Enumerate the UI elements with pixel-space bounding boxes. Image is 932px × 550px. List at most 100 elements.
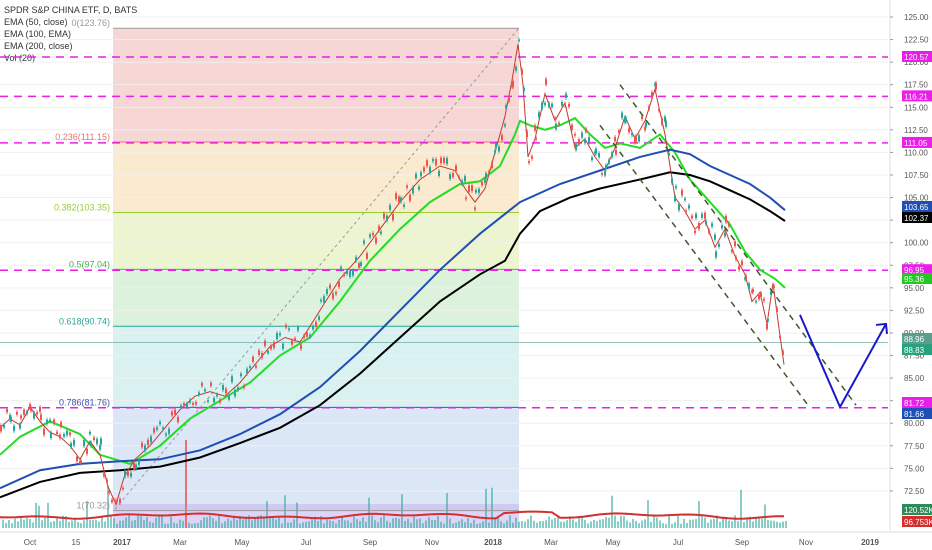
price-tag bbox=[902, 504, 932, 515]
volume-bar bbox=[593, 519, 595, 528]
volume-bar bbox=[659, 520, 661, 528]
volume-bar bbox=[233, 515, 235, 528]
candle-body bbox=[701, 213, 703, 218]
candle-body bbox=[494, 150, 496, 153]
candle-body bbox=[240, 373, 242, 377]
candle-body bbox=[300, 344, 302, 350]
candle-body bbox=[46, 419, 48, 425]
candle-body bbox=[721, 225, 723, 229]
volume-bar bbox=[719, 521, 721, 528]
candle-body bbox=[222, 385, 224, 391]
candle-body bbox=[69, 432, 71, 436]
candle-body bbox=[734, 241, 736, 247]
candle-body bbox=[658, 108, 660, 111]
candle-body bbox=[403, 204, 405, 207]
candle-body bbox=[326, 289, 328, 295]
volume-bar bbox=[434, 520, 436, 528]
candle-body bbox=[189, 399, 191, 403]
volume-bar bbox=[752, 521, 754, 528]
candle-body bbox=[645, 122, 647, 127]
volume-bar bbox=[215, 520, 217, 528]
candle-body bbox=[484, 179, 486, 183]
volume-bar bbox=[257, 515, 259, 528]
volume-bar bbox=[452, 523, 454, 528]
candle-body bbox=[558, 122, 560, 125]
volume-bar bbox=[299, 523, 301, 528]
candle-body bbox=[523, 88, 525, 91]
price-tag bbox=[902, 90, 932, 102]
candle-body bbox=[595, 148, 597, 154]
chart-legend: SPDR S&P CHINA ETF, D, BATS EMA (50, clo… bbox=[4, 4, 137, 64]
candle-body bbox=[3, 424, 5, 428]
volume-bar bbox=[485, 488, 487, 528]
candle-body bbox=[323, 296, 325, 303]
candle-body bbox=[655, 82, 657, 90]
series-line bbox=[0, 44, 785, 506]
volume-bar bbox=[599, 519, 601, 528]
volume-bar bbox=[50, 521, 52, 528]
candle-body bbox=[782, 350, 784, 355]
candle-body bbox=[315, 321, 317, 327]
candle-body bbox=[426, 160, 428, 167]
volume-bar bbox=[314, 516, 316, 528]
price-tag-label: 95.36 bbox=[904, 275, 925, 284]
candle-body bbox=[412, 187, 414, 194]
volume-bar bbox=[353, 516, 355, 528]
candle-body bbox=[508, 96, 510, 102]
x-tick-label: Oct bbox=[24, 538, 37, 547]
volume-bar bbox=[380, 517, 382, 528]
x-tick-label: Mar bbox=[544, 538, 558, 547]
fib-band bbox=[113, 212, 519, 270]
candle-body bbox=[338, 281, 340, 288]
x-tick-label: Sep bbox=[735, 538, 750, 547]
candle-body bbox=[423, 167, 425, 172]
volume-bar bbox=[461, 519, 463, 528]
price-tag bbox=[902, 408, 932, 419]
candle-body bbox=[458, 176, 460, 179]
candle-body bbox=[478, 188, 480, 193]
candle-body bbox=[219, 399, 221, 403]
volume-bar bbox=[479, 523, 481, 528]
volume-bar bbox=[74, 518, 76, 528]
volume-bar bbox=[164, 523, 166, 528]
volume-bar bbox=[428, 517, 430, 528]
candle-body bbox=[446, 158, 448, 165]
x-tick-label: Jul bbox=[673, 538, 683, 547]
volume-bar bbox=[320, 515, 322, 528]
price-tag-label: 81.66 bbox=[904, 410, 925, 419]
volume-bar bbox=[248, 515, 250, 528]
candle-body bbox=[19, 423, 21, 429]
volume-bar bbox=[311, 518, 313, 528]
candle-body bbox=[420, 172, 422, 177]
candle-body bbox=[73, 439, 75, 446]
candle-body bbox=[23, 409, 25, 415]
volume-bar bbox=[212, 518, 214, 528]
candle-body bbox=[584, 139, 586, 144]
volume-bar bbox=[491, 487, 493, 528]
volume-bar bbox=[242, 519, 244, 528]
volume-bar bbox=[560, 521, 562, 528]
candle-body bbox=[551, 103, 553, 108]
volume-bar bbox=[464, 522, 466, 528]
volume-bar bbox=[740, 489, 742, 528]
candle-body bbox=[100, 438, 102, 445]
volume-bar bbox=[125, 517, 127, 528]
volume-bar bbox=[227, 518, 229, 528]
x-tick-label: Sep bbox=[363, 538, 378, 547]
volume-bar bbox=[563, 521, 565, 528]
candle-body bbox=[335, 291, 337, 295]
volume-bar bbox=[722, 517, 724, 528]
fib-label: 0.382(103.35) bbox=[54, 202, 110, 212]
volume-bar bbox=[170, 516, 172, 528]
volume-bar bbox=[173, 522, 175, 528]
candle-body bbox=[340, 266, 342, 271]
volume-bar bbox=[101, 517, 103, 528]
candle-body bbox=[40, 414, 42, 420]
volume-bar bbox=[482, 521, 484, 528]
volume-bar bbox=[368, 497, 370, 528]
volume-bar bbox=[545, 520, 547, 528]
candle-body bbox=[159, 421, 161, 425]
candle-body bbox=[578, 139, 580, 145]
candle-body bbox=[635, 135, 637, 142]
